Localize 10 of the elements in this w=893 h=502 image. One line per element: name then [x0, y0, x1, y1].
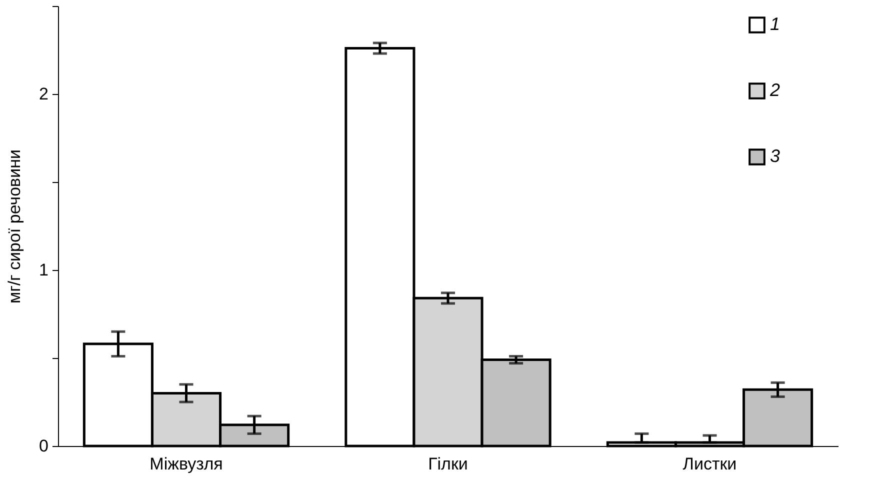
legend-label: 3: [770, 146, 780, 166]
x-tick-label: Листки: [682, 454, 737, 474]
x-tick-label: Гілки: [428, 454, 468, 474]
x-tick-label: Міжвузля: [150, 454, 223, 474]
y-tick-label: 0: [39, 436, 48, 456]
y-tick-label: 1: [39, 260, 48, 280]
y-axis-title: мг/г сирої речовини: [5, 150, 24, 304]
legend-label: 1: [770, 14, 780, 34]
y-tick-label: 2: [39, 84, 48, 104]
legend-label: 2: [769, 80, 780, 100]
